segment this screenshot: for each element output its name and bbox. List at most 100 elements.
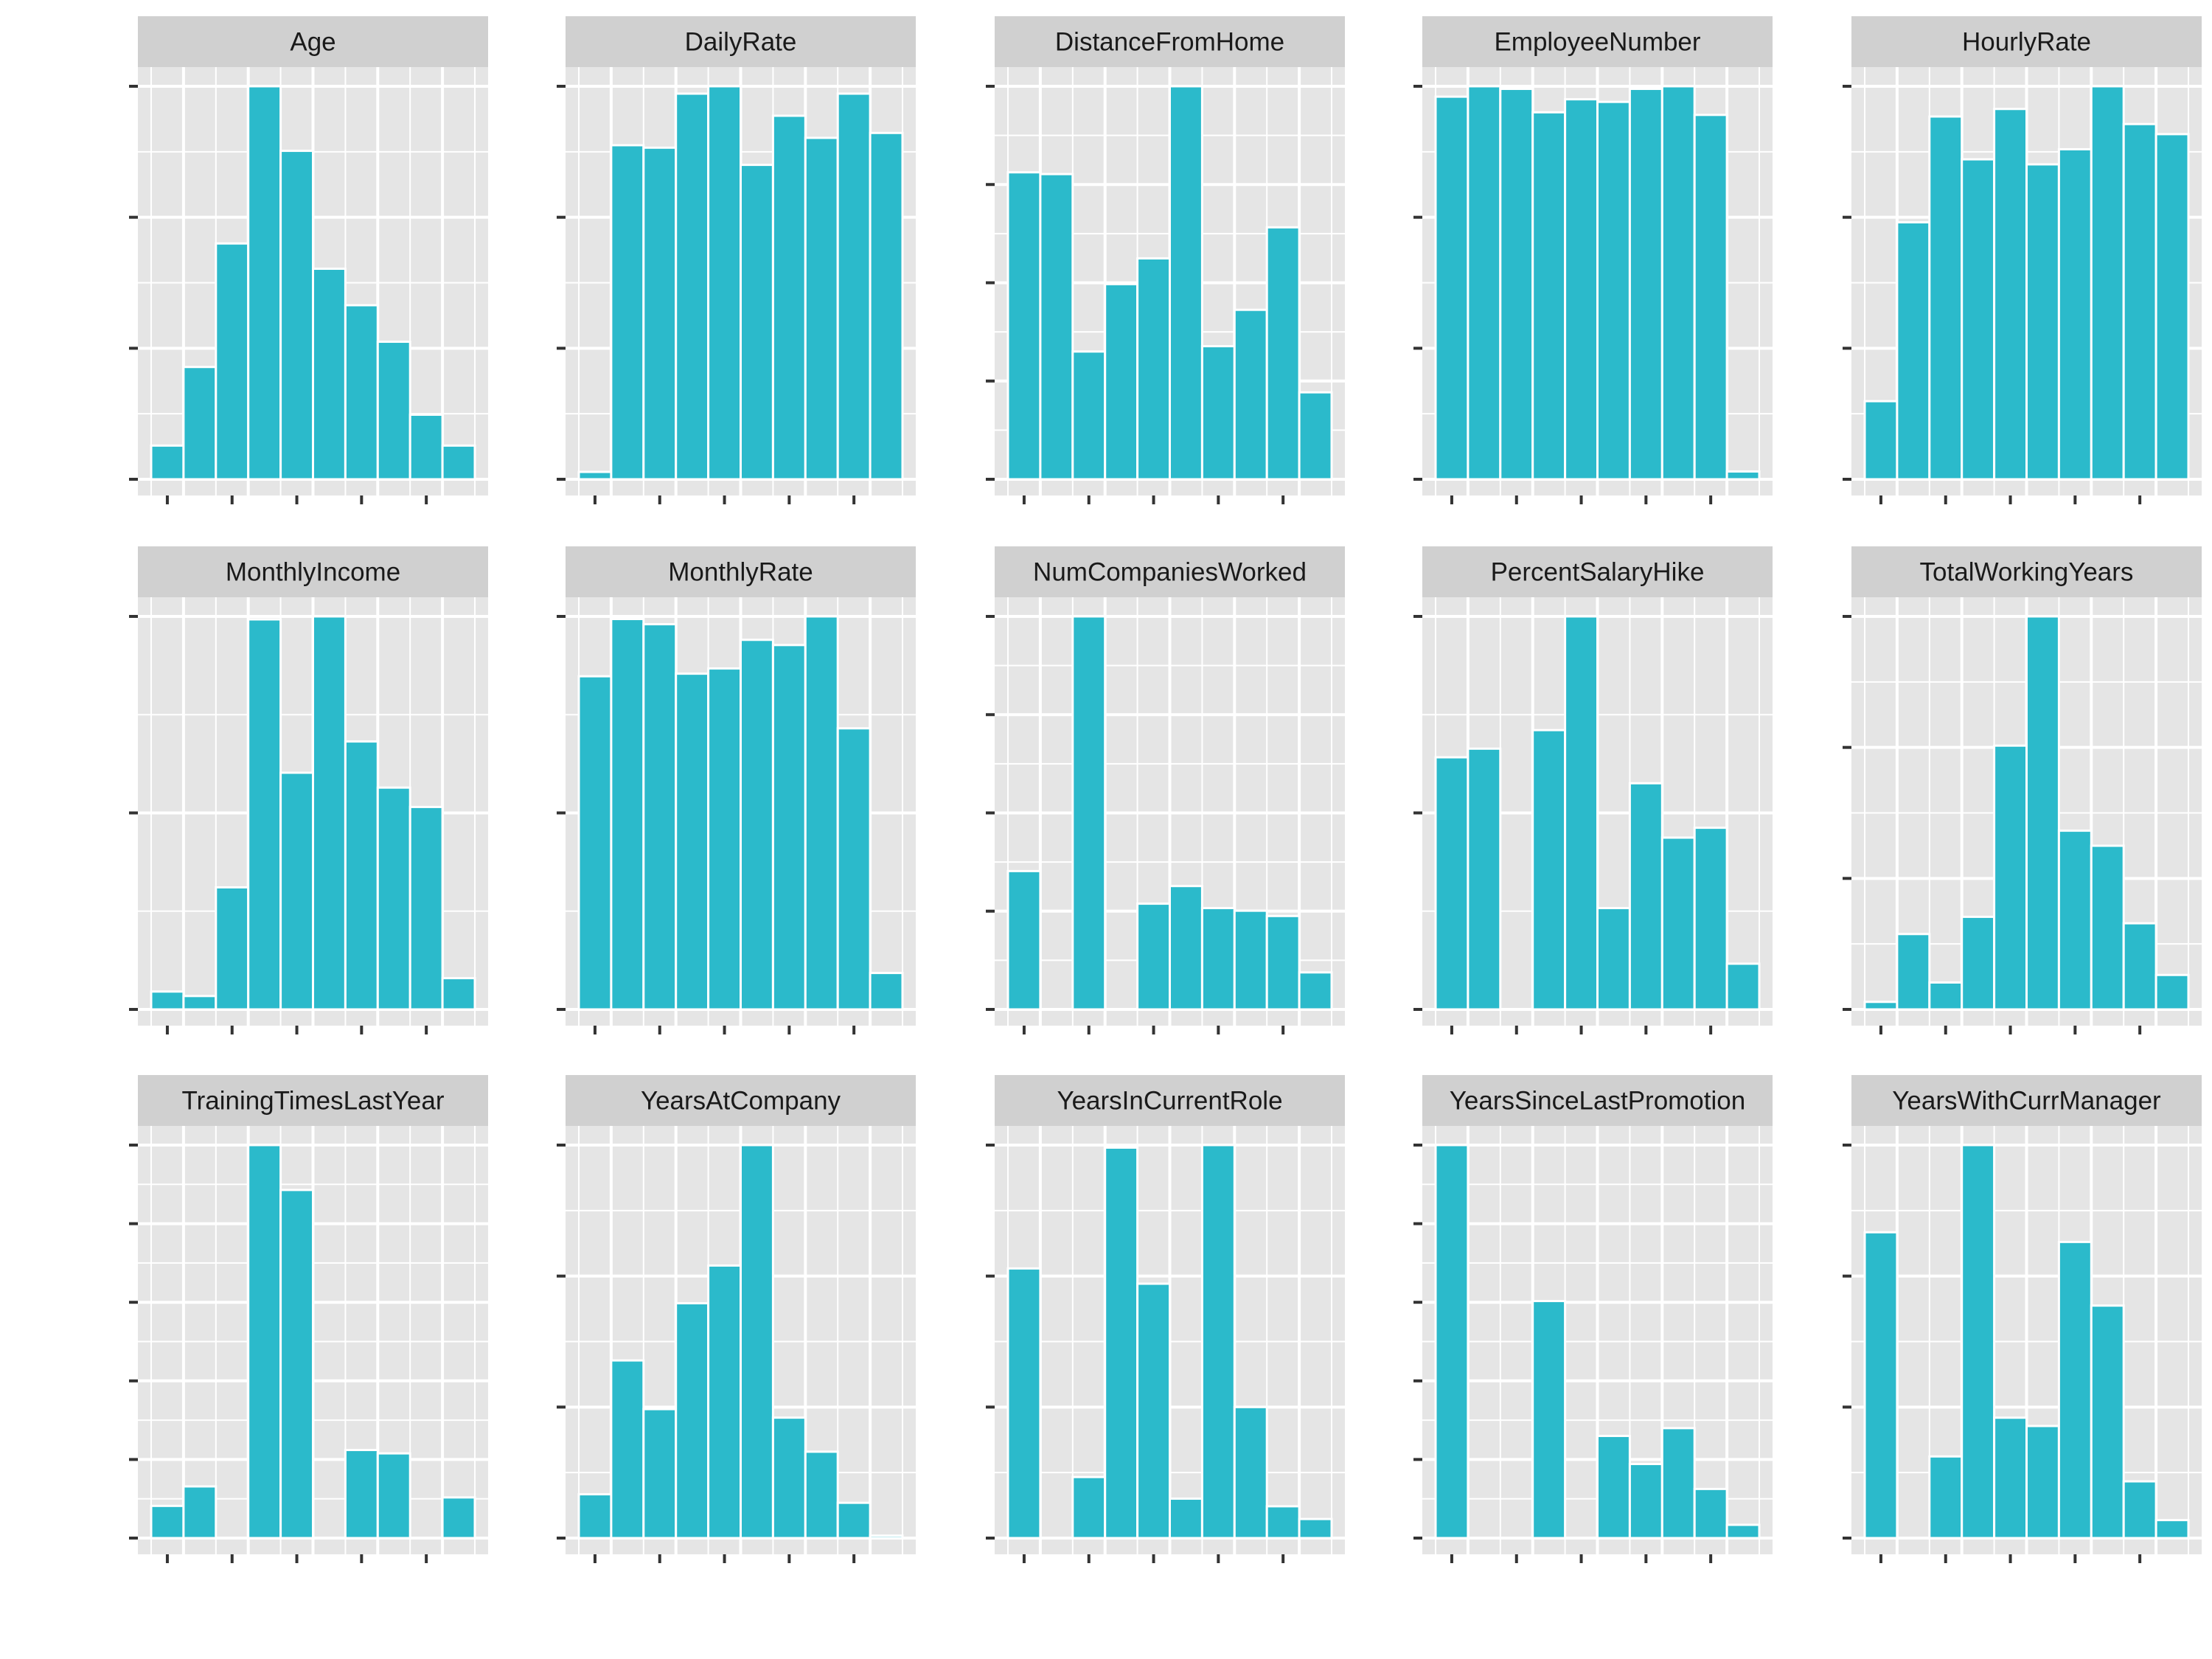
histogram-bar — [2025, 1425, 2060, 1540]
facet-strip — [566, 1075, 916, 1126]
histogram-bar — [804, 615, 839, 1011]
facet-strip — [995, 1075, 1345, 1126]
histogram-bar — [869, 1534, 904, 1540]
facet-strip — [566, 546, 916, 597]
facet-title: DailyRate — [685, 28, 797, 57]
histogram-bar — [344, 740, 379, 1011]
facet-panel: HourlyRate — [1843, 16, 2202, 504]
histogram-bar — [740, 1144, 774, 1540]
histogram-bar — [1961, 1144, 1996, 1540]
histogram-bar — [740, 639, 774, 1011]
histogram-bar — [1136, 1282, 1171, 1540]
histogram-bar — [2122, 922, 2157, 1011]
histogram-bar — [804, 1450, 839, 1540]
histogram-bar — [1104, 1146, 1139, 1540]
facet-strip — [995, 16, 1345, 67]
histogram-bar — [1233, 1405, 1268, 1540]
histogram-bar — [869, 972, 904, 1011]
histogram-bar — [1233, 909, 1268, 1011]
histogram-bar — [1265, 914, 1301, 1011]
histogram-bar — [1200, 345, 1236, 481]
histogram-bar — [376, 786, 411, 1011]
histogram-bar — [1169, 85, 1203, 481]
histogram-bar — [1434, 1144, 1470, 1540]
histogram-bar — [1564, 98, 1599, 481]
histogram-bar — [1693, 827, 1728, 1011]
histogram-bar — [1006, 1267, 1042, 1540]
histogram-bar — [707, 1264, 742, 1540]
facet-panel: YearsSinceLastPromotion — [1413, 1075, 1773, 1563]
histogram-bar — [1104, 282, 1139, 481]
histogram-bar — [1169, 1498, 1203, 1540]
histogram-bar — [247, 1144, 282, 1540]
facet-strip — [1851, 16, 2202, 67]
histogram-bar — [642, 1408, 678, 1540]
facet-panel: PercentSalaryHike — [1413, 546, 1773, 1034]
histogram-bar — [279, 150, 315, 481]
histogram-bar — [1233, 308, 1268, 481]
histogram-bar — [182, 366, 218, 481]
histogram-bar — [2154, 1519, 2190, 1540]
histogram-bar — [1596, 907, 1631, 1011]
facet-panel: EmployeeNumber — [1413, 16, 1773, 504]
histogram-bar — [675, 672, 710, 1011]
facet-panel: TrainingTimesLastYear — [129, 1075, 488, 1563]
histogram-bar — [1863, 1001, 1899, 1011]
facet-strip — [1422, 16, 1773, 67]
histogram-bar — [344, 1449, 379, 1540]
histogram-bar — [1725, 1523, 1761, 1540]
histogram-bar — [1564, 615, 1599, 1011]
histogram-bar — [1071, 615, 1107, 1011]
facet-strip — [138, 546, 488, 597]
histogram-bar — [740, 164, 774, 481]
histogram-bar — [2025, 163, 2060, 481]
histogram-bar — [1434, 95, 1470, 481]
facet-strip — [1851, 1075, 2202, 1126]
facet-strip — [1851, 546, 2202, 597]
histogram-bar — [150, 990, 185, 1011]
facet-title: NumCompaniesWorked — [1033, 558, 1307, 587]
histogram-bar — [247, 618, 282, 1011]
histogram-bar — [312, 615, 347, 1011]
histogram-bar — [836, 1501, 872, 1540]
histogram-bar — [610, 144, 645, 481]
facet-panel: MonthlyRate — [557, 546, 916, 1034]
histogram-bar — [1628, 1463, 1663, 1540]
histogram-bar — [2122, 1480, 2157, 1540]
histogram-bar — [1596, 1434, 1631, 1540]
histogram-bar — [1928, 981, 1964, 1011]
facet-title: TotalWorkingYears — [1920, 558, 2134, 587]
histogram-bar — [215, 242, 250, 481]
histogram-bar — [771, 644, 807, 1011]
histogram-bar — [441, 1496, 476, 1540]
facet-panel: YearsInCurrentRole — [986, 1075, 1345, 1563]
histogram-bar — [675, 1302, 710, 1540]
histogram-bar — [408, 413, 444, 481]
histogram-bar — [1693, 114, 1728, 481]
histogram-bar — [610, 618, 645, 1011]
histogram-bar — [1628, 88, 1663, 481]
histogram-bar — [2122, 122, 2157, 481]
facet-strip — [1422, 546, 1773, 597]
histogram-bar — [2090, 85, 2125, 481]
histogram-bar — [1169, 885, 1203, 1011]
histogram-bar — [2090, 1304, 2125, 1540]
histogram-bar — [1265, 1505, 1301, 1540]
histogram-bar — [1725, 962, 1761, 1011]
facet-panel: NumCompaniesWorked — [986, 546, 1345, 1034]
facet-strip — [566, 16, 916, 67]
histogram-bar — [247, 85, 282, 481]
facet-strip — [138, 16, 488, 67]
facet-title: YearsAtCompany — [641, 1087, 841, 1116]
histogram-bar — [312, 267, 347, 481]
histogram-bar — [577, 1493, 613, 1540]
histogram-bar — [707, 85, 742, 481]
facet-title: PercentSalaryHike — [1491, 558, 1705, 587]
histogram-bar — [376, 340, 411, 481]
facet-panel: Age — [129, 16, 488, 504]
histogram-bar — [869, 131, 904, 481]
histogram-bar — [1071, 1475, 1107, 1540]
histogram-bar — [1006, 171, 1042, 481]
facet-title: DistanceFromHome — [1055, 28, 1284, 57]
